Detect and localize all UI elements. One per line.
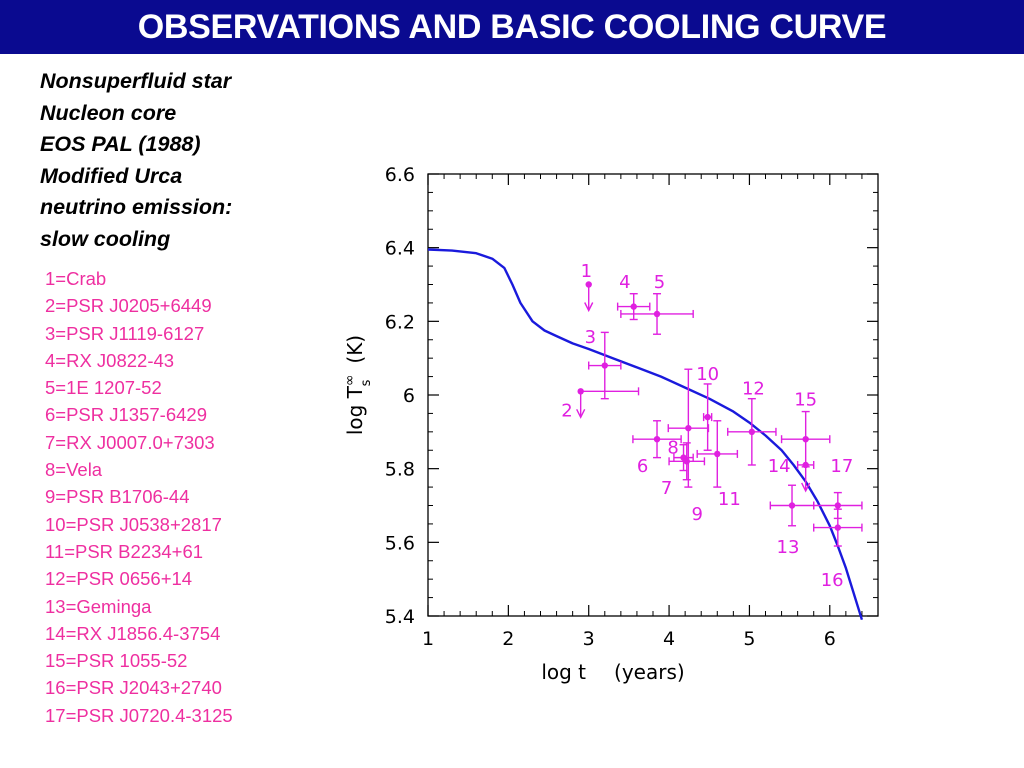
legend-item: 12=PSR 0656+14 (45, 568, 193, 590)
y-axis-label-unit: (K) (343, 335, 367, 364)
data-point-label: 2 (561, 401, 572, 422)
data-point-label: 1 (581, 261, 592, 282)
model-line: Modified Urca (40, 163, 183, 188)
data-point (585, 281, 592, 288)
y-tick-label: 5.8 (385, 459, 415, 481)
data-point-label: 6 (637, 456, 648, 477)
y-tick-label: 6.4 (385, 238, 415, 260)
pulsar-legend: 1=Crab 2=PSR J0205+6449 3=PSR J1119-6127 4=… (45, 265, 233, 729)
data-point-label: 13 (777, 537, 800, 558)
data-point-label: 17 (830, 456, 853, 477)
data-point (685, 424, 692, 432)
data-point (704, 413, 711, 421)
legend-item: 2=PSR J0205+6449 (45, 295, 212, 317)
page-title: OBSERVATIONS AND BASIC COOLING CURVE (137, 8, 887, 46)
data-point (802, 436, 809, 443)
data-point-label: 16 (821, 570, 844, 591)
legend-item: 7=RX J0007.0+7303 (45, 431, 215, 453)
x-tick-label: 4 (663, 628, 675, 650)
data-point-label: 12 (742, 379, 765, 400)
y-axis-label-math: log T (343, 385, 367, 435)
data-point-label: 11 (718, 489, 741, 510)
data-point-label: 14 (768, 456, 791, 477)
legend-item: 14=RX J1856.4-3754 (45, 622, 221, 644)
data-point (788, 502, 796, 509)
legend-item: 15=PSR 1055-52 (45, 650, 188, 672)
x-tick-label: 6 (824, 628, 836, 650)
data-point (653, 436, 661, 443)
cooling-curve-line (427, 248, 864, 621)
legend-item: 6=PSR J1357-6429 (45, 404, 207, 426)
data-point (630, 303, 637, 310)
legend-item: 8=Vela (45, 459, 103, 481)
data-point-label: 5 (654, 272, 665, 293)
data-point (653, 310, 661, 318)
data-point-label: 15 (794, 390, 817, 411)
model-line: neutrino emission: (40, 195, 233, 219)
y-tick-label: 6 (403, 385, 415, 407)
model-line: Nonsuperfluid star (40, 69, 232, 93)
data-point-label: 10 (696, 364, 719, 385)
y-axis-label: log T∞s (K) (342, 335, 374, 435)
data-point-label: 4 (619, 272, 630, 293)
legend-item: 5=1E 1207-52 (45, 377, 162, 399)
data-point (748, 428, 756, 436)
data-point (601, 362, 608, 369)
x-axis-label: log t (years) (541, 660, 684, 684)
y-tick-label: 6.2 (385, 311, 415, 333)
data-point (834, 502, 842, 509)
title-bar (0, 0, 1024, 54)
legend-item: 11=PSR B2234+61 (45, 540, 204, 562)
x-tick-label: 2 (502, 628, 514, 650)
y-tick-label: 5.4 (385, 606, 415, 628)
data-point-label: 7 (661, 478, 672, 499)
legend-item: 10=PSR J0538+2817 (45, 513, 222, 535)
legend-item: 4=RX J0822-43 (45, 349, 175, 371)
x-axis-label-unit: (years) (614, 660, 685, 684)
legend-item: 13=Geminga (45, 595, 152, 617)
legend-item: 17=PSR J0720.4-3125 (45, 704, 233, 726)
x-axis-label-math: log t (541, 660, 586, 684)
upper-limit-arrowhead (801, 482, 811, 493)
y-tick-label: 5.6 (385, 532, 415, 554)
y-axis-label-sub: s (359, 379, 374, 386)
data-point (714, 450, 721, 458)
upper-limit-arrowhead (584, 302, 594, 313)
y-axis-label-sup: ∞ (342, 374, 358, 386)
data-point-label: 3 (585, 327, 596, 348)
x-tick-label: 1 (422, 628, 434, 650)
y-tick-label: 6.6 (385, 164, 415, 186)
upper-limit-arrowhead (576, 409, 586, 419)
x-tick-label: 3 (583, 628, 595, 650)
model-properties: Nonsuperfluid star Nucleon core EOS PAL … (40, 66, 232, 255)
legend-item: 16=PSR J2043+2740 (45, 677, 222, 699)
data-point (577, 388, 584, 395)
data-point-label: 9 (691, 504, 702, 525)
model-line: slow cooling (40, 226, 171, 251)
legend-item: 1=Crab (45, 268, 107, 289)
data-point-label: 8 (667, 438, 678, 459)
x-tick-label: 5 (743, 628, 755, 650)
model-line: Nucleon core (40, 100, 177, 125)
model-line: EOS PAL (1988) (40, 132, 201, 156)
legend-item: 3=PSR J1119-6127 (45, 322, 205, 344)
data-point (834, 524, 842, 531)
legend-item: 9=PSR B1706-44 (45, 486, 190, 508)
